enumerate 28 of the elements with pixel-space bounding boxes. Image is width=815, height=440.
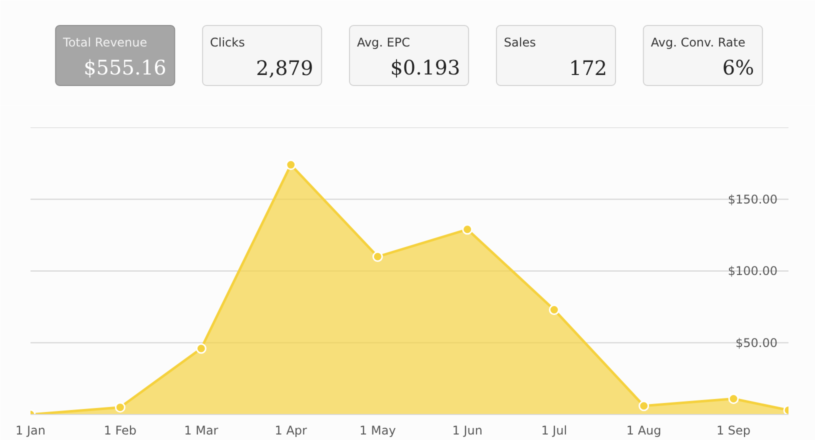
- text: Avg. Conv. Rate: [650, 36, 746, 50]
- x-tick-label: 1 Sep: [716, 424, 751, 438]
- text: Clicks: [210, 36, 245, 50]
- text: Sales: [504, 36, 536, 50]
- text: 2,879: [256, 56, 314, 80]
- point: [286, 160, 296, 170]
- x-tick-label: 1 Jan: [16, 424, 46, 438]
- y-tick-label: $150.00: [728, 192, 778, 206]
- text: Avg. EPC: [356, 36, 410, 50]
- x-tick-label: 1 Jun: [452, 424, 482, 438]
- y-tick-label: $50.00: [736, 336, 778, 350]
- x-tick-label: 1 Aug: [626, 424, 662, 438]
- text: 6%: [722, 56, 754, 80]
- x-tick-label: 1 Jul: [541, 424, 568, 438]
- x-tick-label: 1 Mar: [184, 424, 218, 438]
- point: [462, 224, 473, 235]
- point: [638, 400, 650, 412]
- text: $0.193: [390, 56, 460, 80]
- y-tick-label: $100.00: [728, 264, 778, 278]
- text: Total Revenue: [62, 36, 148, 50]
- point: [372, 251, 383, 262]
- x-tick-label: 1 May: [360, 424, 396, 438]
- text: 172: [568, 56, 608, 80]
- x-tick-label: 1 Apr: [274, 424, 308, 438]
- point: [548, 304, 560, 315]
- x-tick-label: 1 Feb: [104, 424, 137, 438]
- text: $555.16: [84, 56, 166, 80]
- point: [196, 343, 206, 354]
